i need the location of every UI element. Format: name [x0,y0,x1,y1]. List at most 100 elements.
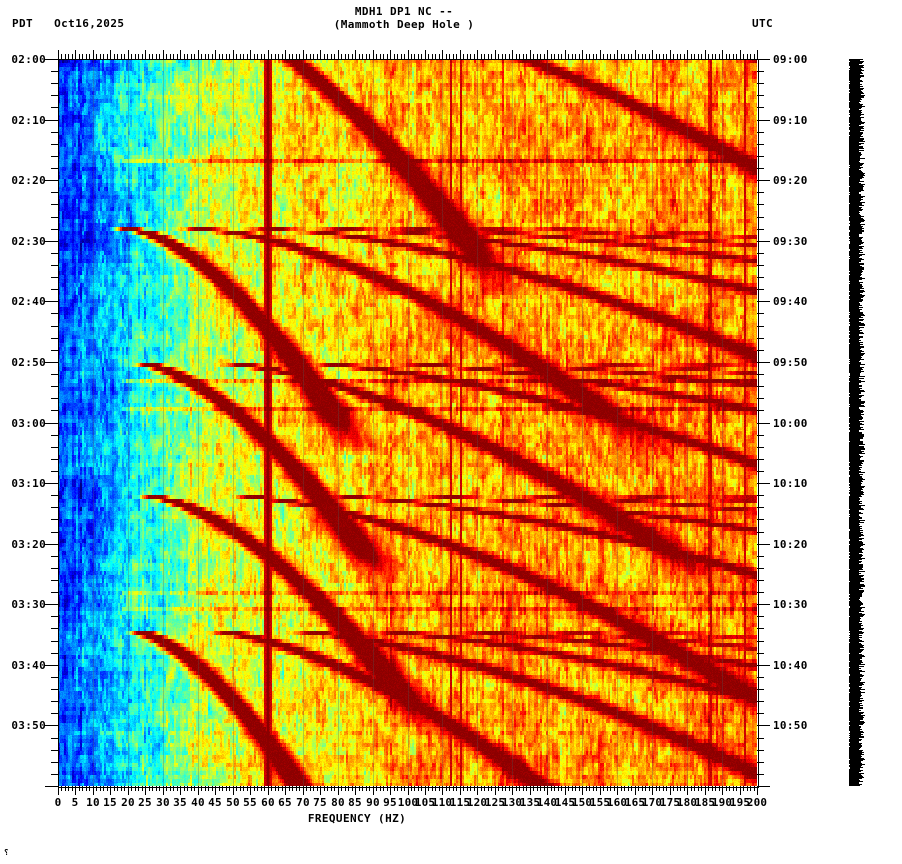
left-axis-minor-tick [51,338,58,339]
freq-axis-minor-tick [261,786,262,791]
top-freq-minor-tick [743,54,744,59]
freq-axis-minor-tick [96,786,97,791]
left-axis-label: 02:40 [11,295,46,308]
top-freq-minor-tick [537,54,538,59]
top-freq-minor-tick [684,54,685,59]
left-axis-minor-tick [51,653,58,654]
freq-axis-minor-tick [212,786,213,791]
header-date-timezone: PDT Oct16,2025 [12,17,125,30]
top-freq-minor-tick [247,54,248,59]
freq-axis-minor-tick [631,786,632,791]
top-freq-minor-tick [628,54,629,59]
freq-axis-minor-tick [306,786,307,791]
freq-axis-label: 180 [676,796,698,809]
top-freq-minor-tick [369,54,370,59]
freq-axis-minor-tick [187,786,188,791]
top-freq-minor-tick [380,54,381,59]
right-axis-minor-tick [757,580,764,581]
freq-axis-minor-tick [505,786,506,791]
freq-axis-minor-tick [523,786,524,791]
top-freq-minor-tick [624,54,625,59]
freq-axis-minor-tick [65,786,66,791]
freq-axis-label: 150 [571,796,593,809]
top-freq-minor-tick [579,54,580,59]
top-freq-major-tick [338,50,339,59]
right-axis-minor-tick [757,132,764,133]
top-freq-minor-tick [456,54,457,59]
freq-axis-minor-tick [736,786,737,791]
freq-axis-minor-tick [449,786,450,791]
corner-artifact-mark: ⸮ [4,848,9,857]
right-axis-label: 10:00 [773,417,808,430]
spectrogram-plot[interactable] [58,59,757,786]
freq-axis-label: 45 [208,796,222,809]
top-freq-minor-tick [306,54,307,59]
freq-axis-minor-tick [467,786,468,791]
freq-axis-label: 190 [711,796,733,809]
freq-axis-minor-tick [348,786,349,791]
freq-axis-minor-tick [177,786,178,791]
freq-axis-minor-tick [359,786,360,791]
right-axis-minor-tick [757,507,764,508]
freq-axis-minor-tick [575,786,576,791]
left-axis-label: 03:00 [11,417,46,430]
top-freq-minor-tick [394,54,395,59]
top-freq-minor-tick [432,54,433,59]
top-freq-major-tick [128,50,129,59]
top-freq-major-tick [687,50,688,59]
right-axis-minor-tick [757,374,764,375]
top-freq-major-tick [670,50,671,59]
top-freq-minor-tick [289,54,290,59]
top-freq-minor-tick [261,54,262,59]
freq-axis-minor-tick [642,786,643,791]
freq-axis-minor-tick [222,786,223,791]
right-axis-minor-tick [757,277,764,278]
top-freq-minor-tick [282,54,283,59]
freq-axis-minor-tick [432,786,433,791]
left-axis-major-tick [45,786,58,787]
freq-axis-minor-tick [586,786,587,791]
top-freq-minor-tick [166,54,167,59]
right-axis-minor-tick [757,616,764,617]
top-freq-minor-tick [593,54,594,59]
freq-axis-minor-tick [649,786,650,791]
freq-axis-minor-tick [191,786,192,791]
left-axis-major-tick [45,544,58,545]
freq-axis-minor-tick [131,786,132,791]
left-axis-label: 03:40 [11,659,46,672]
freq-axis-minor-tick [551,786,552,791]
freq-axis-minor-tick [184,786,185,791]
top-freq-major-tick [215,50,216,59]
left-axis-minor-tick [51,350,58,351]
top-freq-major-tick [285,50,286,59]
freq-axis-minor-tick [205,786,206,791]
left-axis-label: 02:20 [11,174,46,187]
freq-axis-major-tick [128,786,129,795]
freq-axis-minor-tick [558,786,559,791]
freq-axis-minor-tick [659,786,660,791]
right-axis-minor-tick [757,265,764,266]
freq-axis-minor-tick [376,786,377,791]
top-freq-minor-tick [708,54,709,59]
freq-axis-minor-tick [103,786,104,791]
freq-axis-minor-tick [68,786,69,791]
right-axis-minor-tick [757,628,764,629]
top-freq-minor-tick [254,54,255,59]
top-freq-minor-tick [509,54,510,59]
left-axis-minor-tick [51,677,58,678]
right-axis-label: 09:20 [773,174,808,187]
freq-axis-label: 25 [138,796,152,809]
freq-axis-label: 70 [296,796,310,809]
freq-axis-minor-tick [680,786,681,791]
top-freq-major-tick [635,50,636,59]
freq-axis-minor-tick [498,786,499,791]
top-freq-minor-tick [138,54,139,59]
top-freq-minor-tick [334,54,335,59]
top-freq-major-tick [163,50,164,59]
right-axis-minor-tick [757,677,764,678]
top-freq-minor-tick [498,54,499,59]
top-freq-minor-tick [680,54,681,59]
freq-axis-minor-tick [317,786,318,791]
freq-axis-minor-tick [117,786,118,791]
freq-axis-minor-tick [733,786,734,791]
